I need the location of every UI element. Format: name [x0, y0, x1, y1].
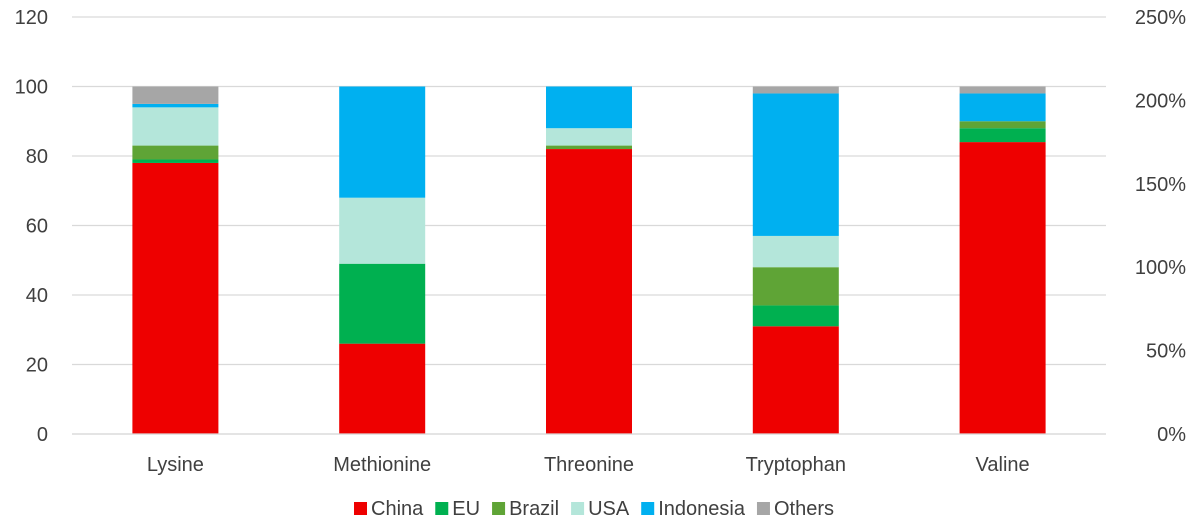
bar-segment-eu [752, 305, 839, 327]
bar-segment-usa [132, 107, 219, 146]
bar-segment-indonesia [752, 93, 839, 236]
bar-segment-china [132, 162, 219, 434]
legend: China EU Brazil USA Indonesia Others [354, 498, 834, 520]
bar-stack-methionine [339, 86, 426, 434]
bar-segment-usa [546, 128, 632, 146]
legend-swatch [354, 502, 368, 515]
y-axis-left: 0 20 40 60 80 100 120 [15, 7, 48, 446]
bar-stack-threonine [546, 86, 632, 435]
bar-segment-china [339, 343, 426, 434]
bar-segment-eu [959, 128, 1046, 143]
y-tick-label: 100 [15, 77, 48, 99]
y-tick-label: 40 [26, 285, 48, 307]
bar-stack-tryptophan [752, 86, 839, 434]
legend-item-brazil: Brazil [492, 498, 559, 520]
x-axis: Lysine Methionine Threonine Tryptophan Valin… [72, 433, 1106, 476]
bar-segment-brazil [132, 145, 219, 160]
bar-segment-eu [132, 159, 219, 163]
bars [132, 86, 1046, 435]
bar-segment-china [546, 149, 632, 435]
legend-label: China [371, 498, 424, 520]
y-tick-label: 20 [26, 355, 48, 377]
bar-segment-usa [752, 235, 839, 268]
legend-label: Brazil [509, 498, 559, 520]
bar-stack-lysine [132, 86, 219, 434]
y2-tick-label: 200% [1135, 90, 1186, 112]
x-tick-label: Valine [976, 454, 1030, 476]
x-tick-label: Threonine [544, 454, 634, 476]
bar-segment-china [752, 326, 839, 434]
bar-segment-indonesia [546, 86, 632, 129]
bar-segment-brazil [959, 121, 1046, 129]
legend-label: EU [452, 498, 480, 520]
x-tick-label: Tryptophan [746, 454, 846, 476]
bar-segment-indonesia [132, 103, 219, 108]
legend-label: USA [588, 498, 630, 520]
y-tick-label: 60 [26, 216, 48, 238]
x-tick-label: Methionine [333, 454, 431, 476]
bar-segment-eu [339, 263, 426, 344]
bar-segment-indonesia [959, 93, 1046, 122]
y-tick-label: 120 [15, 7, 48, 29]
bar-segment-others [752, 86, 839, 94]
legend-item-eu: EU [435, 498, 480, 520]
bar-segment-others [959, 86, 1046, 94]
legend-swatch [641, 502, 655, 515]
legend-swatch [571, 502, 585, 515]
y2-tick-label: 50% [1146, 341, 1186, 363]
bar-segment-usa [339, 197, 426, 264]
bar-segment-others [132, 86, 219, 104]
legend-label: Others [774, 498, 834, 520]
x-tick-label: Lysine [147, 454, 204, 476]
y-tick-label: 80 [26, 146, 48, 168]
bar-segment-brazil [752, 267, 839, 306]
y2-tick-label: 100% [1135, 257, 1186, 279]
legend-label: Indonesia [658, 498, 746, 520]
y2-tick-label: 0% [1157, 424, 1186, 446]
legend-item-china: China [354, 498, 424, 520]
bar-segment-indonesia [339, 86, 426, 198]
legend-item-usa: USA [571, 498, 630, 520]
bar-stack-valine [959, 86, 1046, 434]
bar-segment-brazil [546, 145, 632, 150]
legend-item-others: Others [756, 498, 834, 520]
legend-item-indonesia: Indonesia [641, 498, 746, 520]
legend-swatch [435, 502, 449, 515]
legend-swatch [756, 502, 770, 515]
y-axis-right: 0% 50% 100% 150% 200% 250% [1135, 7, 1186, 446]
bar-segment-china [959, 142, 1046, 434]
legend-swatch [492, 502, 506, 515]
y2-tick-label: 150% [1135, 174, 1186, 196]
y2-tick-label: 250% [1135, 7, 1186, 29]
y-tick-label: 0 [37, 424, 48, 446]
